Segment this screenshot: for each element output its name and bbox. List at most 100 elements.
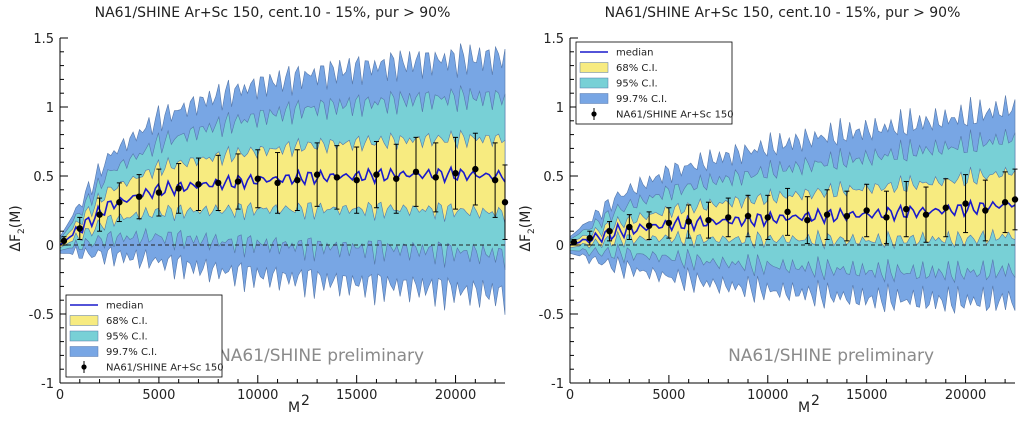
data-point xyxy=(412,168,420,176)
chart-panel-left: NA61/SHINE Ar+Sc 150, cent.10 - 15%, pur… xyxy=(8,5,509,416)
y-axis-label: ΔF2(M) xyxy=(8,205,27,251)
x-tick-label: 10000 xyxy=(747,388,788,403)
y-tick-label: 0.5 xyxy=(543,170,564,185)
y-tick-label: 1.5 xyxy=(33,32,54,47)
y-tick-label: -0.5 xyxy=(29,308,54,323)
y-tick-label: 1 xyxy=(556,101,564,116)
x-axis-label-superscript: 2 xyxy=(301,393,310,409)
data-point xyxy=(294,176,301,184)
y-tick-label: 1.5 xyxy=(543,32,564,47)
data-point xyxy=(76,225,83,232)
y-tick-label: 0 xyxy=(556,239,564,254)
data-point xyxy=(254,175,261,182)
legend-swatch-point xyxy=(81,364,87,370)
data-point xyxy=(472,165,479,173)
legend-label: 95% C.I. xyxy=(616,79,658,90)
data-point xyxy=(501,199,509,206)
x-tick-label: 5000 xyxy=(652,388,685,403)
x-axis-label: M xyxy=(288,400,300,416)
y-axis-label: ΔF2(M) xyxy=(518,205,537,251)
data-point xyxy=(804,216,811,224)
data-point xyxy=(665,219,673,227)
data-point xyxy=(883,214,890,221)
data-point xyxy=(353,176,360,184)
data-point xyxy=(96,211,103,218)
x-tick-label: 20000 xyxy=(435,388,476,403)
y-tick-label: 0.5 xyxy=(33,170,54,185)
legend-swatch-band xyxy=(579,77,609,89)
data-point xyxy=(491,176,499,184)
chart-svg-left: NA61/SHINE Ar+Sc 150, cent.10 - 15%, pur… xyxy=(8,5,509,416)
data-point xyxy=(373,171,380,178)
y-axis-label-subscript: 2 xyxy=(527,228,537,234)
y-tick-label: -1 xyxy=(551,377,564,392)
data-point xyxy=(586,234,593,242)
data-point xyxy=(606,228,613,235)
data-point xyxy=(1011,196,1019,203)
x-tick-label: 0 xyxy=(566,388,574,403)
data-point xyxy=(784,208,791,216)
legend-swatch-band xyxy=(579,93,609,104)
data-point xyxy=(863,207,870,214)
median-line xyxy=(59,165,506,246)
data-point xyxy=(823,211,831,218)
data-point xyxy=(570,239,578,246)
data-point xyxy=(705,216,712,224)
legend-label: 95% C.I. xyxy=(106,332,148,343)
preliminary-annotation: NA61/SHINE preliminary xyxy=(728,346,934,366)
data-point xyxy=(725,214,732,221)
data-point xyxy=(274,179,281,187)
x-axis-label-superscript: 2 xyxy=(811,393,820,409)
chart-title: NA61/SHINE Ar+Sc 150, cent.10 - 15%, pur… xyxy=(95,5,451,21)
data-point xyxy=(922,211,930,218)
y-tick-label: -1 xyxy=(41,377,54,392)
median-line xyxy=(569,198,1016,246)
data-point xyxy=(135,193,143,200)
x-tick-label: 20000 xyxy=(945,388,986,403)
legend-label: 68% C.I. xyxy=(106,316,148,327)
data-point xyxy=(903,205,910,213)
data-point xyxy=(60,237,68,245)
y-axis-label-subscript: 2 xyxy=(17,228,27,234)
x-tick-label: 10000 xyxy=(237,388,278,403)
data-point xyxy=(962,200,969,207)
data-point xyxy=(982,207,989,214)
data-point xyxy=(645,222,653,229)
legend-swatch-point xyxy=(591,111,597,117)
data-point xyxy=(215,179,222,187)
data-point xyxy=(116,199,123,206)
data-point xyxy=(764,214,771,221)
x-axis-label: M xyxy=(798,400,810,416)
legend-label: 99.7% C.I. xyxy=(616,94,667,105)
legend-label: 99.7% C.I. xyxy=(106,347,157,358)
data-point xyxy=(195,181,202,188)
y-tick-label: 1 xyxy=(46,101,54,116)
data-point xyxy=(685,218,692,225)
legend-label: median xyxy=(616,48,654,59)
y-axis-label-tail: (M) xyxy=(518,205,534,228)
chart-panel-right: NA61/SHINE Ar+Sc 150, cent.10 - 15%, pur… xyxy=(510,0,1020,430)
legend-swatch-band xyxy=(69,330,99,342)
x-tick-label: 5000 xyxy=(142,388,175,403)
y-tick-label: -0.5 xyxy=(539,308,564,323)
data-point xyxy=(626,223,633,231)
data-point xyxy=(452,170,459,177)
legend-label: 68% C.I. xyxy=(616,63,658,74)
x-tick-label: 0 xyxy=(56,388,64,403)
data-point xyxy=(744,212,752,220)
data-point xyxy=(942,204,949,211)
data-point xyxy=(393,175,400,182)
x-tick-label: 15000 xyxy=(336,388,377,403)
data-point xyxy=(175,185,182,192)
chart-title: NA61/SHINE Ar+Sc 150, cent.10 - 15%, pur… xyxy=(605,5,961,21)
legend-swatch-band xyxy=(69,315,99,326)
y-axis-label-main: ΔF xyxy=(518,234,534,252)
data-point xyxy=(843,212,851,220)
legend-swatch-band xyxy=(579,62,609,73)
legend-label: median xyxy=(106,301,144,312)
y-axis-label-tail: (M) xyxy=(8,205,24,228)
data-point xyxy=(234,178,242,185)
data-point xyxy=(155,189,163,196)
x-tick-label: 15000 xyxy=(846,388,887,403)
legend-swatch-band xyxy=(69,346,99,357)
